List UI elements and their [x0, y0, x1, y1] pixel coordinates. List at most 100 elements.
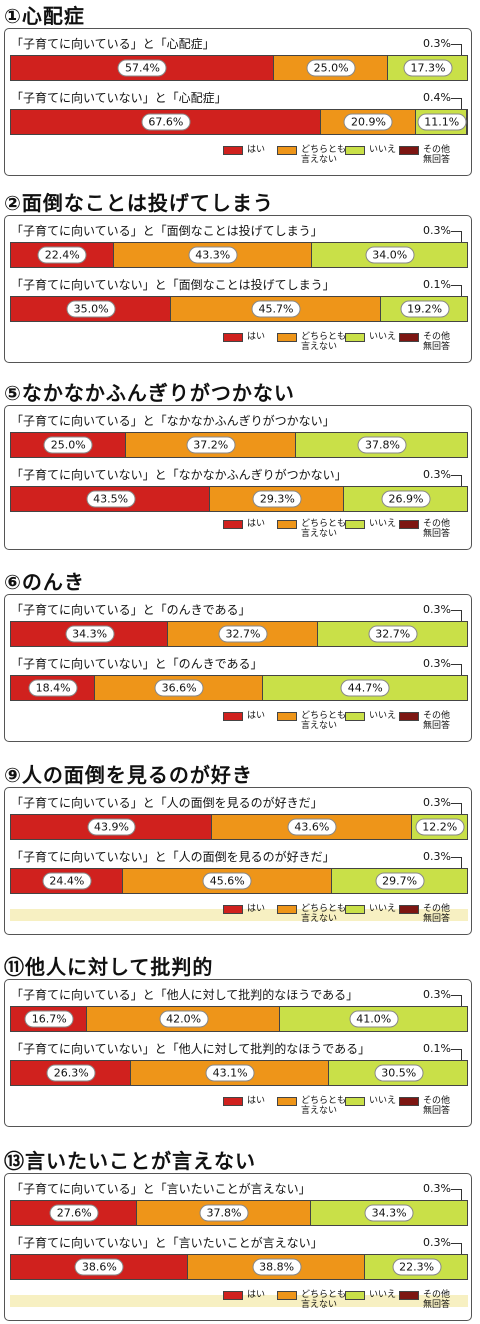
legend-label: その他 無回答 [423, 332, 451, 352]
data-label: 27.6% [49, 1204, 99, 1222]
data-label: 19.2% [400, 300, 450, 318]
legend-label: どちらとも 言えない [301, 711, 347, 731]
legend-label: はい [247, 711, 266, 721]
data-label: 22.3% [392, 1258, 442, 1276]
legend: はい どちらとも 言えない いいえ その他 無回答 [223, 145, 463, 171]
stacked-bar: 25.0% 37.2% 37.8% [10, 432, 468, 458]
legend-label: いいえ [369, 519, 397, 529]
other-value-label: 0.4% [423, 91, 451, 104]
data-label: 37.8% [357, 436, 407, 454]
leader-line [451, 857, 462, 868]
chart-section: ②面倒なことは投げてしまう「子育てに向いている」と「面倒なことは投げてしまう」 2… [0, 187, 480, 365]
data-label: 25.0% [43, 436, 93, 454]
legend-swatch [345, 520, 365, 529]
legend-label: どちらとも 言えない [301, 1290, 347, 1310]
other-value-label: 0.1% [423, 278, 451, 291]
legend-swatch [223, 520, 243, 529]
data-label: 43.3% [188, 246, 238, 264]
legend-swatch [223, 333, 243, 342]
legend: はい どちらとも 言えない いいえ その他 無回答 [223, 904, 463, 930]
leader-line [451, 44, 462, 55]
row-label: 「子育てに向いている」と「心配症」 [11, 37, 215, 51]
row-label: 「子育てに向いていない」と「他人に対して批判的なほうである」 [11, 1042, 371, 1056]
legend: はい どちらとも 言えない いいえ その他 無回答 [223, 711, 463, 737]
data-label: 37.8% [199, 1204, 249, 1222]
chart-section: ⑪他人に対して批判的 「子育てに向いている」と「他人に対して批判的なほうである」 1… [0, 951, 480, 1129]
leader-line [451, 803, 462, 814]
other-value-label: 0.3% [423, 1182, 451, 1195]
legend-swatch [223, 146, 243, 155]
chart-box: 「子育てに向いている」と「他人に対して批判的なほうである」 16.7% 42.0% 4… [4, 979, 472, 1127]
legend-label: いいえ [369, 711, 397, 721]
legend-label: その他 無回答 [423, 145, 451, 165]
data-label: 16.7% [24, 1010, 74, 1028]
chart-section: ⑥のんき「子育てに向いている」と「のんきである」 34.3% 32.7% 32.7% 0… [0, 566, 480, 744]
legend: はい どちらとも 言えない いいえ その他 無回答 [223, 1096, 463, 1122]
legend-label: はい [247, 1290, 266, 1300]
row-label: 「子育てに向いている」と「面倒なことは投げてしまう」 [11, 224, 323, 238]
chart-title: ②面倒なことは投げてしまう [4, 191, 274, 215]
row-label: 「子育てに向いている」と「のんきである」 [11, 603, 251, 617]
legend-swatch [345, 712, 365, 721]
legend: はい どちらとも 言えない いいえ その他 無回答 [223, 519, 463, 545]
other-value-label: 0.3% [423, 603, 451, 616]
chart-section: ⑬言いたいことが言えない 「子育てに向いている」と「言いたいことが言えない」 27.… [0, 1145, 480, 1323]
other-value-label: 0.3% [423, 796, 451, 809]
other-value-label: 0.3% [423, 850, 451, 863]
other-value-label: 0.3% [423, 468, 451, 481]
data-label: 44.7% [340, 679, 390, 697]
legend-label: はい [247, 145, 266, 155]
legend-swatch [399, 712, 419, 721]
legend-label: どちらとも 言えない [301, 145, 347, 165]
legend-label: はい [247, 519, 266, 529]
leader-line [451, 285, 462, 296]
legend-label: はい [247, 1096, 266, 1106]
bar-segment-other [467, 110, 468, 134]
row-label: 「子育てに向いている」と「なかなかふんぎりがつかない」 [11, 414, 335, 428]
legend-label: はい [247, 332, 266, 342]
legend-swatch [223, 1097, 243, 1106]
row-label: 「子育てに向いている」と「言いたいことが言えない」 [11, 1182, 311, 1196]
legend-swatch [223, 712, 243, 721]
data-label: 43.6% [287, 818, 337, 836]
legend-swatch [277, 905, 297, 914]
row-label: 「子育てに向いていない」と「人の面倒を見るのが好きだ」 [11, 850, 335, 864]
legend-swatch [277, 1097, 297, 1106]
legend-label: その他 無回答 [423, 1290, 451, 1310]
leader-line [451, 995, 462, 1006]
chart-box: 「子育てに向いている」と「面倒なことは投げてしまう」 22.4% 43.3% 34.0… [4, 215, 472, 363]
chart-title: ⑥のんき [4, 570, 85, 594]
data-label: 41.0% [349, 1010, 399, 1028]
chart-title: ⑨人の面倒を見るのが好き [4, 763, 253, 787]
legend-label: その他 無回答 [423, 711, 451, 731]
row-label: 「子育てに向いていない」と「面倒なことは投げてしまう」 [11, 278, 335, 292]
stacked-bar: 34.3% 32.7% 32.7% [10, 621, 468, 647]
legend-swatch [399, 1291, 419, 1300]
chart-box: 「子育てに向いている」と「言いたいことが言えない」 27.6% 37.8% 34.3%… [4, 1173, 472, 1321]
legend-swatch [399, 333, 419, 342]
data-label: 22.4% [37, 246, 87, 264]
legend-label: いいえ [369, 332, 397, 342]
row-label: 「子育てに向いていない」と「のんきである」 [11, 657, 263, 671]
other-value-label: 0.3% [423, 224, 451, 237]
legend-swatch [277, 520, 297, 529]
chart-title: ①心配症 [4, 4, 85, 28]
legend-label: いいえ [369, 1290, 397, 1300]
chart-box: 「子育てに向いている」と「心配症」 57.4% 25.0% 17.3% 0.3% 「子育て… [4, 28, 472, 176]
legend-label: どちらとも 言えない [301, 1096, 347, 1116]
data-label: 25.0% [306, 59, 356, 77]
data-label: 45.7% [251, 300, 301, 318]
data-label: 57.4% [117, 59, 167, 77]
stacked-bar: 16.7% 42.0% 41.0% [10, 1006, 468, 1032]
other-value-label: 0.3% [423, 1236, 451, 1249]
legend-swatch [399, 905, 419, 914]
leader-line [451, 231, 462, 242]
row-label: 「子育てに向いている」と「人の面倒を見るのが好きだ」 [11, 796, 323, 810]
legend: はい どちらとも 言えない いいえ その他 無回答 [223, 1290, 463, 1316]
data-label: 12.2% [415, 818, 465, 836]
leader-line [451, 1189, 462, 1200]
data-label: 35.0% [66, 300, 116, 318]
chart-box: 「子育てに向いている」と「のんきである」 34.3% 32.7% 32.7% 0.3% 「… [4, 594, 472, 742]
stacked-bar: 27.6% 37.8% 34.3% [10, 1200, 468, 1226]
data-label: 30.5% [374, 1064, 424, 1082]
